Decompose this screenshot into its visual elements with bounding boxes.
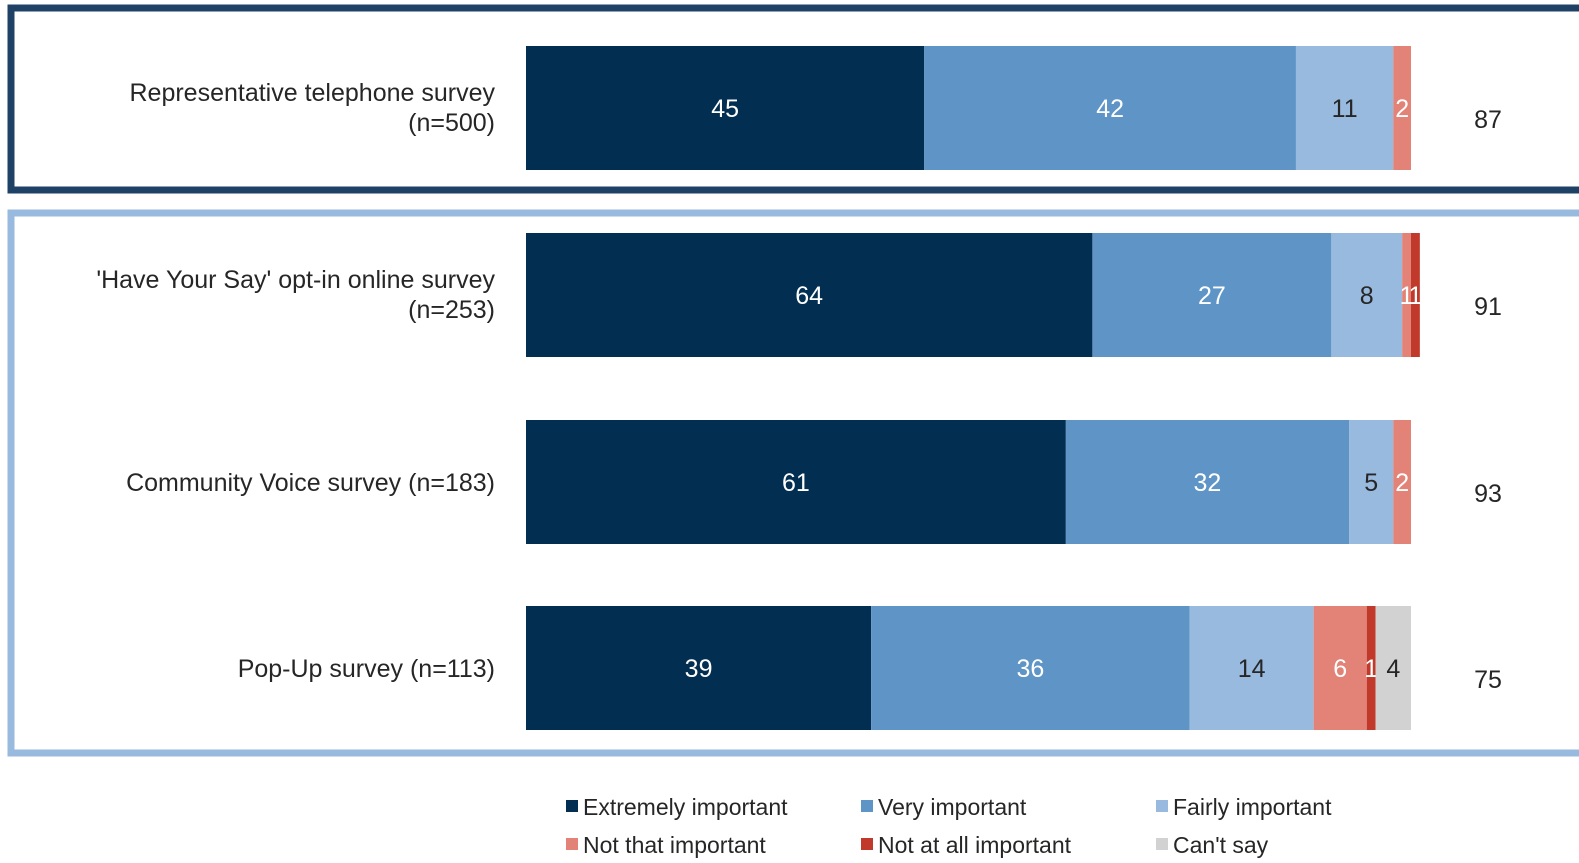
data-label: 64 [795, 282, 823, 310]
data-label: 4 [1386, 655, 1400, 683]
data-label: 8 [1360, 282, 1374, 310]
category-label: (n=500) [408, 109, 495, 137]
bar-segment [924, 46, 1296, 170]
bar-segment [1092, 233, 1332, 357]
bar-segment [526, 606, 872, 730]
group-frame-telephone [7, 4, 1579, 194]
legend: Extremely important Very important Fairly … [566, 794, 1332, 858]
data-label: 5 [1364, 469, 1378, 497]
legend-swatch [566, 838, 578, 850]
legend-swatch [861, 800, 873, 812]
legend-swatch [1156, 800, 1168, 812]
legend-label: Can't say [1173, 832, 1269, 858]
bar-segment [871, 606, 1190, 730]
data-label: 14 [1238, 655, 1266, 683]
total-label: 93 [1474, 480, 1502, 508]
bar-segment [1393, 420, 1411, 544]
legend-label: Fairly important [1173, 794, 1332, 820]
bar-segment [1295, 46, 1394, 170]
data-label: 1 [1400, 282, 1414, 310]
bar-segment [1411, 233, 1420, 357]
bar-segment [1313, 606, 1367, 730]
total-label: 91 [1474, 293, 1502, 321]
bar-segment [1065, 420, 1350, 544]
total-label: 75 [1474, 666, 1502, 694]
data-label: 39 [685, 655, 713, 683]
category-label: Representative telephone survey [129, 79, 495, 107]
data-label: 1 [1408, 282, 1422, 310]
bar-segment [1366, 606, 1376, 730]
legend-label: Not that important [583, 832, 766, 858]
group-frame-other-surveys [7, 209, 1579, 757]
category-labels: Representative telephone survey(n=500) 'H… [96, 79, 495, 683]
data-label: 45 [711, 95, 739, 123]
data-label: 36 [1017, 655, 1045, 683]
data-label: 2 [1395, 469, 1409, 497]
legend-swatch [1156, 838, 1168, 850]
data-label: 11 [1332, 95, 1358, 123]
data-label: 2 [1395, 95, 1409, 123]
category-label: Community Voice survey (n=183) [126, 469, 495, 497]
bar-segment [526, 420, 1066, 544]
data-label: 1 [1364, 655, 1378, 683]
category-label: 'Have Your Say' opt-in online survey [96, 266, 495, 294]
legend-swatch [566, 800, 578, 812]
bar-segment [1375, 606, 1411, 730]
data-label: 32 [1194, 469, 1222, 497]
category-label: Pop-Up survey (n=113) [238, 655, 495, 683]
bar-segment [1189, 606, 1314, 730]
data-label: 6 [1333, 655, 1347, 683]
data-label: 61 [782, 469, 810, 497]
data-label: 42 [1096, 95, 1124, 123]
bar-segment [1349, 420, 1394, 544]
legend-label: Very important [878, 794, 1027, 820]
bar-segment [1393, 46, 1411, 170]
bar-segment [1402, 233, 1411, 357]
total-label: 87 [1474, 106, 1502, 134]
legend-swatch [861, 838, 873, 850]
bar-segment [526, 46, 925, 170]
bar-segment [526, 233, 1093, 357]
data-label: 27 [1198, 282, 1226, 310]
legend-label: Extremely important [583, 794, 788, 820]
bar-segment [1331, 233, 1403, 357]
category-label: (n=253) [408, 296, 495, 324]
total-labels: 87 91 93 75 [1474, 106, 1502, 694]
legend-label: Not at all important [878, 832, 1072, 858]
